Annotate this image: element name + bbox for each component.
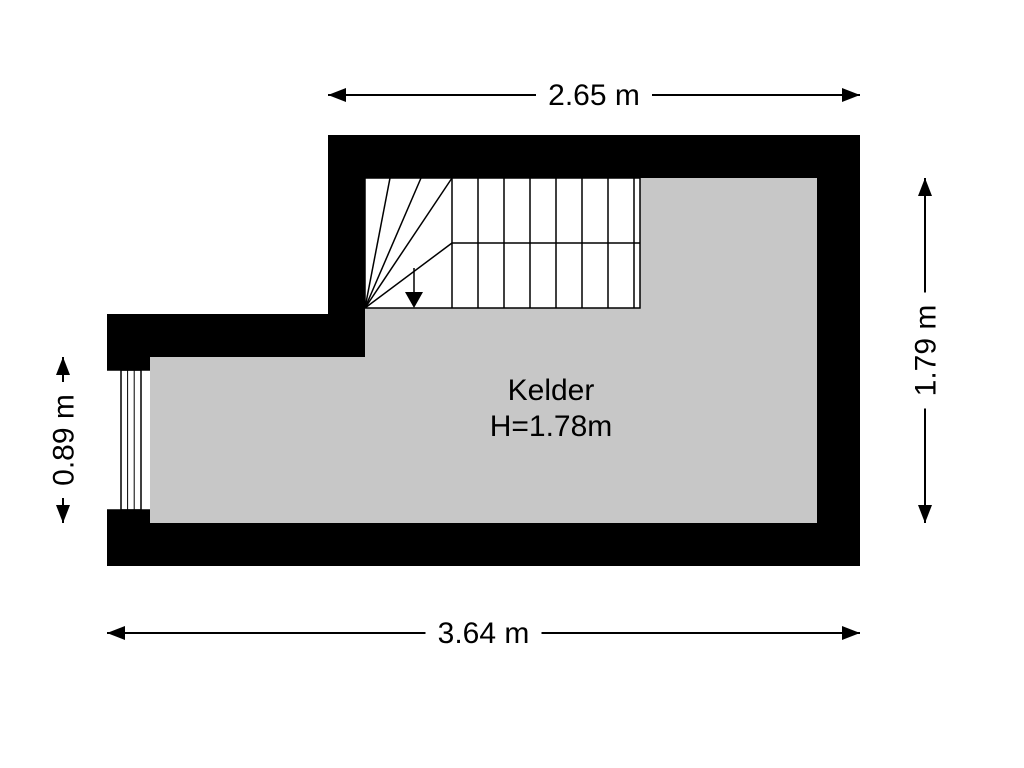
dimension-bottom: 3.64 m [107,617,860,650]
room-name-label: Kelder [508,374,595,407]
dimension-right-label: 1.79 m [910,305,943,397]
door-opening [107,370,150,510]
dimension-left: 0.89 m [48,357,81,523]
floorplan-canvas: Kelder H=1.78m 2.65 m 3.64 m 1.79 m 0.89… [0,0,1024,768]
room-height-label: H=1.78m [490,410,613,443]
dimension-bottom-label: 3.64 m [438,617,530,650]
dimension-left-label: 0.89 m [48,394,81,486]
dimension-right: 1.79 m [910,178,943,523]
dimension-top-label: 2.65 m [548,79,640,112]
dimension-top: 2.65 m [328,79,860,112]
